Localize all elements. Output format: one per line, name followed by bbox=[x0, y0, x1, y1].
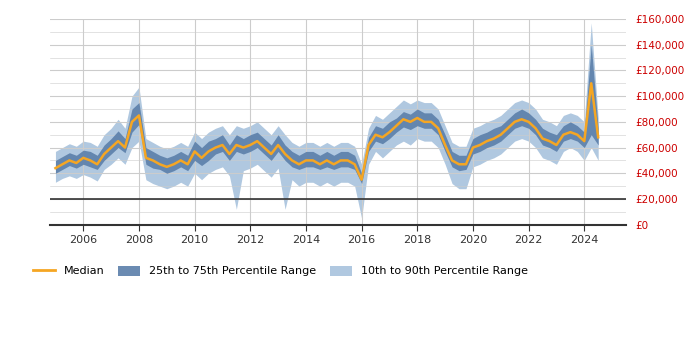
Legend: Median, 25th to 75th Percentile Range, 10th to 90th Percentile Range: Median, 25th to 75th Percentile Range, 1… bbox=[29, 261, 532, 281]
